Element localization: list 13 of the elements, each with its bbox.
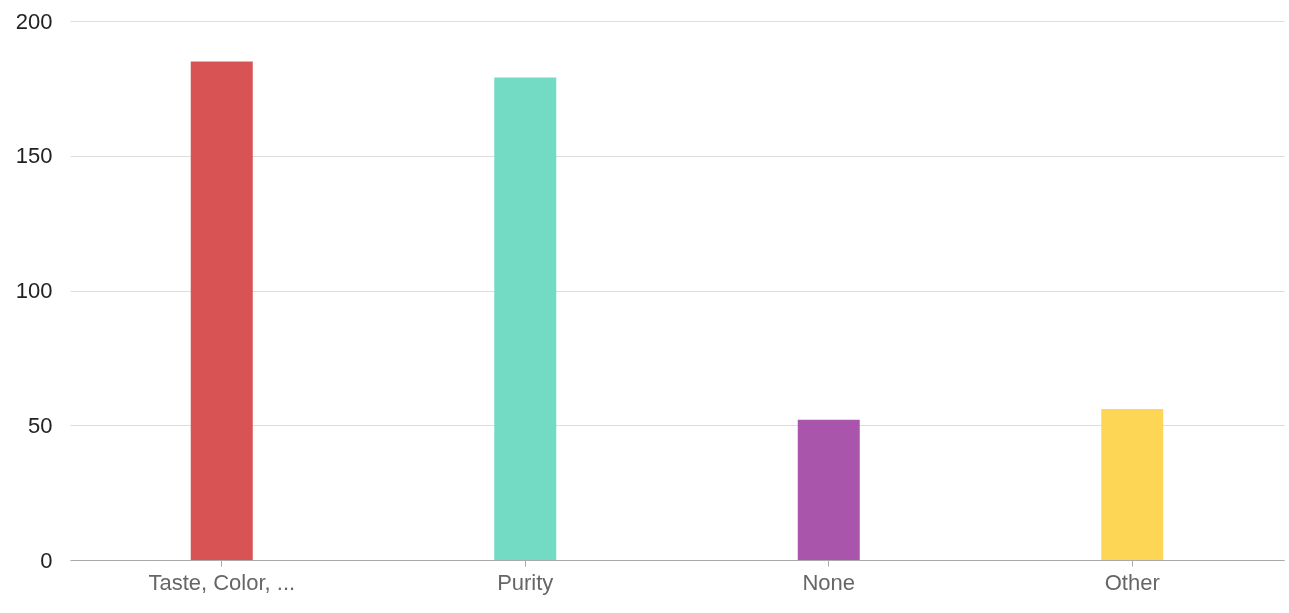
y-tick-label: 50	[28, 412, 53, 438]
bar	[190, 61, 253, 560]
x-tick-label: Purity	[497, 569, 554, 595]
x-tick-label: None	[802, 569, 856, 595]
bar	[1101, 409, 1164, 560]
x-tick-label: Taste, Color, ...	[148, 569, 296, 595]
y-tick-label: 0	[40, 547, 53, 573]
y-tick-label: 100	[15, 278, 53, 303]
bar	[797, 419, 860, 560]
x-tick-label: Other	[1104, 569, 1160, 595]
y-tick-label: 200	[15, 8, 53, 34]
bar	[494, 77, 557, 560]
y-tick-label: 150	[15, 143, 53, 169]
